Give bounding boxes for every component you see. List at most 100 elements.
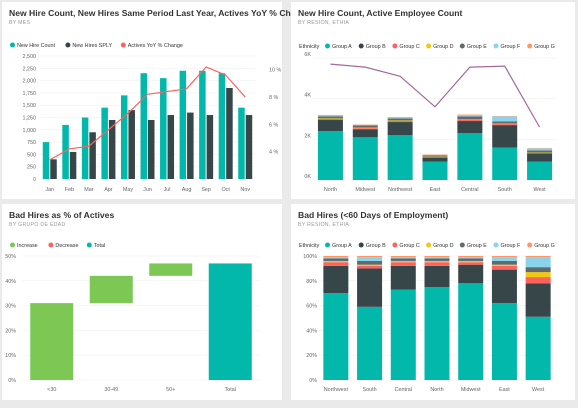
tile-title: New Hire Count, New Hires Same Period La… bbox=[9, 8, 311, 18]
stacked-column-chart[interactable]: Ethnicity Group A Group B Group C Group D Gro… bbox=[291, 2, 575, 199]
tile-subtitle: BY MES bbox=[9, 20, 31, 26]
x-tick-label: Total bbox=[225, 387, 236, 393]
legend-marker bbox=[392, 242, 398, 248]
bar-segment-group-f bbox=[422, 154, 448, 156]
y-tick-label: 20% bbox=[306, 353, 317, 359]
x-tick-label: <30 bbox=[47, 387, 56, 393]
legend-marker bbox=[392, 43, 398, 49]
bar-segment-group-c bbox=[422, 157, 448, 158]
y-tick-label: 4K bbox=[304, 93, 311, 99]
y-tick-label: 6K bbox=[304, 52, 311, 58]
tile-bad-hires-region[interactable]: Bad Hires (<60 Days of Employment) BY RE… bbox=[291, 204, 575, 400]
y-tick-label: 750 bbox=[27, 140, 36, 146]
bar-segment-group-f bbox=[357, 257, 383, 261]
y-tick-label: 40% bbox=[306, 328, 317, 334]
y-tick-label: 20% bbox=[5, 328, 16, 334]
line-active-employee-count bbox=[330, 63, 541, 128]
bar-segment-group-d bbox=[458, 260, 484, 263]
bar-new-hires-sply bbox=[89, 132, 96, 179]
legend-marker bbox=[120, 42, 126, 48]
bar-segment-group-e bbox=[323, 258, 349, 261]
legend-marker bbox=[426, 43, 432, 49]
bar-segment-group-f bbox=[457, 114, 483, 117]
bar-segment-group-d bbox=[387, 120, 413, 122]
bar-segment-group-a bbox=[357, 306, 383, 380]
bar-new-hires-sply bbox=[50, 159, 57, 179]
y-tick-label: 50% bbox=[5, 254, 16, 260]
bar-new-hires-sply bbox=[69, 151, 77, 179]
bar-new-hires-sply bbox=[108, 119, 116, 179]
y2-tick-label: 4 % bbox=[269, 150, 278, 156]
x-tick-label: May bbox=[123, 187, 133, 193]
x-tick-label: Midwest bbox=[355, 187, 375, 193]
bar-segment-group-d bbox=[390, 260, 416, 263]
x-tick-label: Midwest bbox=[461, 387, 481, 393]
bar-segment-group-f bbox=[317, 115, 343, 117]
legend-marker bbox=[65, 42, 71, 48]
bar-segment-group-b bbox=[357, 268, 383, 307]
y-tick-label: 1,250 bbox=[23, 116, 37, 122]
stacked-100-column-chart[interactable]: Ethnicity Group A Group B Group C Group D Gro… bbox=[291, 204, 575, 400]
bar-segment-group-e bbox=[357, 260, 383, 265]
x-tick-label: West bbox=[533, 187, 546, 193]
bar-segment-group-g bbox=[357, 256, 383, 258]
bar-segment-group-b bbox=[525, 283, 551, 317]
x-tick-label: South bbox=[363, 387, 377, 393]
x-tick-label: Jan bbox=[45, 187, 54, 193]
bar-new-hire-count bbox=[42, 142, 50, 179]
x-tick-label: West bbox=[532, 387, 545, 393]
x-tick-label: Central bbox=[395, 387, 412, 393]
y-tick-label: 500 bbox=[27, 152, 36, 158]
legend-marker bbox=[527, 242, 533, 248]
bar-segment-group-c bbox=[352, 128, 378, 130]
legend-label: New Hire Count bbox=[17, 43, 56, 49]
legend-marker bbox=[10, 42, 15, 48]
bar-new-hire-count bbox=[81, 117, 89, 179]
bar-segment-group-f bbox=[424, 257, 450, 259]
bar-segment-group-c bbox=[491, 265, 517, 270]
bar-segment-group-g bbox=[424, 256, 450, 258]
bar-new-hire-count bbox=[179, 70, 187, 179]
y-tick-label: 0% bbox=[8, 378, 16, 384]
bar-segment-group-c bbox=[458, 262, 484, 265]
bar-segment-group-a bbox=[424, 287, 450, 380]
bar-new-hire-count bbox=[101, 107, 108, 179]
legend-label: Group F bbox=[501, 243, 521, 249]
bar-segment-group-e bbox=[525, 267, 551, 273]
bar-segment-group-f bbox=[458, 257, 484, 259]
x-tick-label: Sep bbox=[201, 187, 211, 193]
bar-segment-group-a bbox=[387, 135, 413, 180]
bar-segment-group-a bbox=[457, 133, 483, 180]
y-tick-label: 80% bbox=[306, 279, 317, 285]
legend-label: Group F bbox=[501, 44, 521, 50]
x-tick-label: Jul bbox=[164, 187, 171, 193]
bar-new-hire-count bbox=[199, 70, 206, 179]
bar-segment-group-d bbox=[352, 127, 378, 129]
combo-chart[interactable]: New Hire Count New Hires SPLY Actives YoY … bbox=[2, 2, 282, 199]
bar-segment-group-e bbox=[457, 116, 483, 120]
bar-segment-group-f bbox=[352, 124, 378, 126]
bar-increase bbox=[30, 303, 74, 380]
bar-segment-group-f bbox=[527, 148, 553, 151]
bar-new-hires-sply bbox=[148, 119, 155, 179]
legend-marker bbox=[325, 242, 330, 248]
x-tick-label: North bbox=[430, 387, 443, 393]
y2-tick-label: 8 % bbox=[269, 95, 278, 101]
tile-new-hire-trend[interactable]: New Hire Count, New Hires Same Period La… bbox=[2, 2, 311, 199]
legend-label: Actives YoY % Change bbox=[128, 43, 183, 49]
bar-segment-group-g bbox=[525, 256, 551, 258]
bar-segment-group-b bbox=[352, 129, 378, 138]
bar-new-hire-count bbox=[238, 107, 245, 179]
bar-segment-group-f bbox=[387, 117, 413, 119]
bar-segment-group-g bbox=[458, 256, 484, 258]
bar-new-hire-count bbox=[62, 124, 69, 179]
tile-title: Bad Hires (<60 Days of Employment) bbox=[298, 210, 449, 220]
legend-marker bbox=[10, 242, 15, 248]
tile-bad-hires-pct[interactable]: Bad Hires as % of Actives BY GRUPO DE ED… bbox=[2, 204, 282, 400]
y-tick-label: 250 bbox=[27, 165, 36, 171]
legend-label: Group B bbox=[366, 44, 386, 50]
legend-label: Group E bbox=[467, 243, 487, 249]
bar-segment-group-c bbox=[527, 152, 553, 154]
waterfall-chart[interactable]: Increase Decrease Total 0% 10% 20% 30% 40% 50% <3… bbox=[2, 204, 282, 400]
tile-new-hire-by-region[interactable]: New Hire Count, Active Employee Count BY… bbox=[291, 2, 575, 199]
